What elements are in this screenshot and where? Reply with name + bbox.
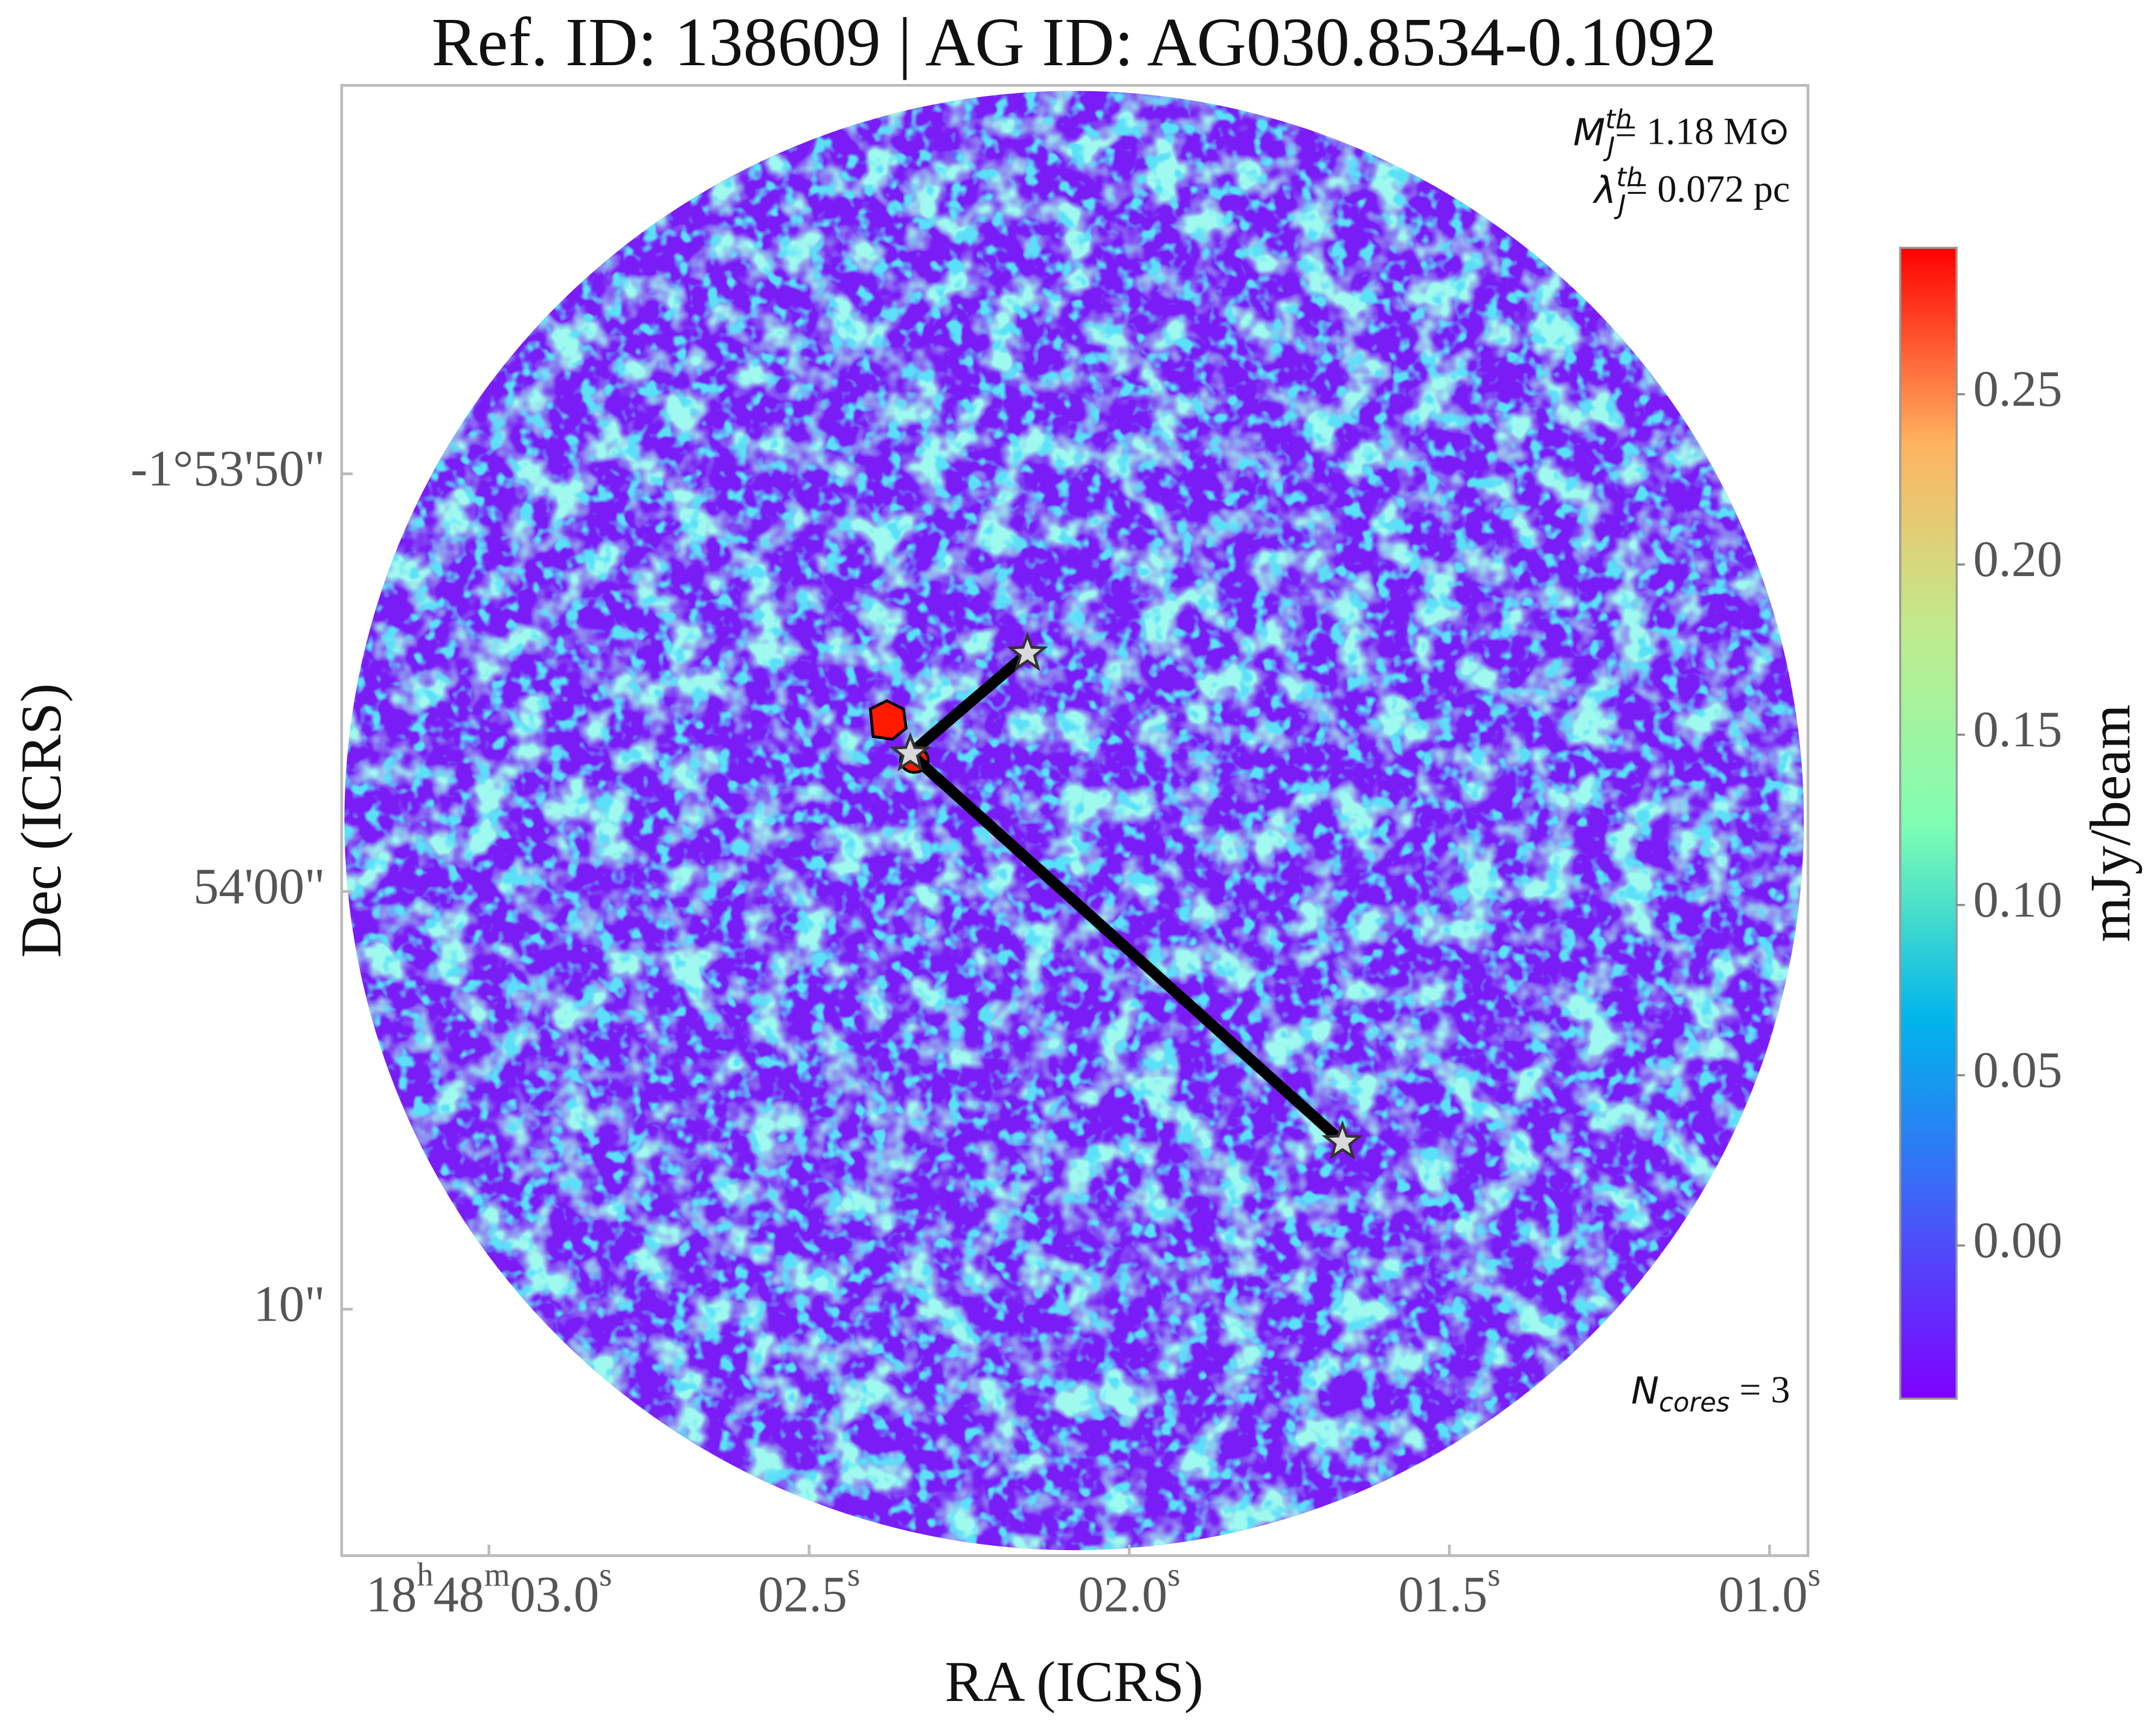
colorbar [1899,246,1958,1400]
colorbar-label: mJy/beam [2079,705,2143,943]
annotation-symbol: M [1573,111,1605,155]
annotation-text: = 3 [1729,1368,1790,1411]
annotation-sub: cores [1659,1388,1729,1418]
core-link [906,749,1347,1147]
x-tick-label: 01.0s [1719,1555,1821,1622]
y-tick-label: 10" [254,1276,325,1333]
y-axis-label: Dec (ICRS) [9,683,73,958]
core-star [1321,1120,1364,1160]
annotation-sup: th [1616,162,1643,193]
intensity-map [344,91,1804,1551]
colorbar-tick-label: 0.00 [1973,1212,2063,1269]
colorbar-tick-label: 0.25 [1973,361,2063,417]
core-star [890,732,931,772]
annotation-text: = 0.072 pc [1626,167,1790,210]
x-tick-label: 18h48m03.0s [366,1555,612,1622]
y-tick-label: 54'00" [193,859,325,915]
x-tick-label: 01.5s [1399,1555,1501,1622]
y-tick-label: -1°53'50" [130,441,325,497]
x-axis-label: RA (ICRS) [945,1650,1204,1714]
annotation-symbol: λ [1592,168,1616,212]
annotation-sup: th [1605,104,1632,135]
frame [340,84,1810,1557]
colorbar-tick-label: 0.10 [1973,872,2063,928]
chart-title: Ref. ID: 138609 | AG ID: AG030.8534-0.10… [432,4,1717,80]
annotation-symbol: N [1631,1369,1659,1412]
colorbar-tick-label: 0.05 [1973,1042,2063,1098]
annotation-text: = 1.18 M⊙ [1615,109,1790,152]
x-tick-label: 02.5s [758,1555,860,1622]
x-tick-label: 02.0s [1079,1555,1181,1622]
annotation: λth J= 0.072 pc [1592,162,1790,220]
core-link [906,649,1031,758]
core-star [1006,631,1048,671]
annotation: Mth J= 1.18 M⊙ [1573,104,1790,162]
colorbar-tick-label: 0.20 [1973,531,2063,588]
annotation: Ncores = 3 [1631,1368,1790,1418]
colorbar-tick-label: 0.15 [1973,702,2063,758]
